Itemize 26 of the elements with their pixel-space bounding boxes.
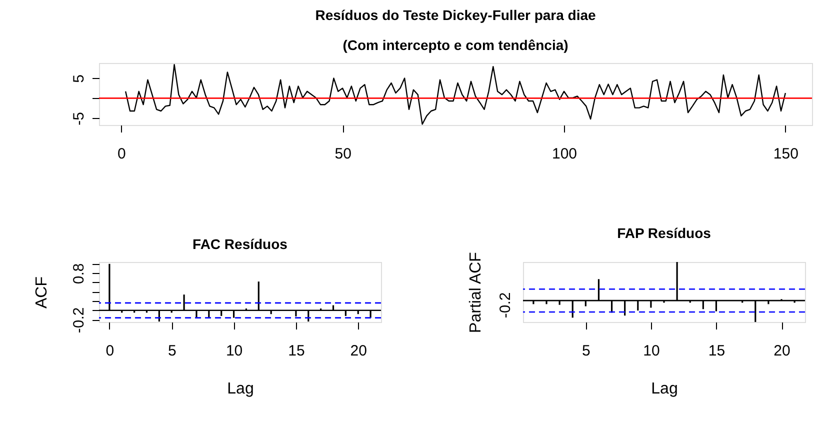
line-series <box>124 64 786 125</box>
x-tick-label: 10 <box>226 342 243 360</box>
x-tick-label: 0 <box>117 146 126 162</box>
text: -0.2 <box>497 292 514 318</box>
x-tick-label: 15 <box>288 342 305 360</box>
x-tick-label: 100 <box>552 146 578 162</box>
x-axis-title: Lag <box>227 380 254 398</box>
y-tick-label: 0.8 <box>70 263 88 284</box>
x-tick-label: 15 <box>708 342 726 360</box>
y-tick-label: -5 <box>70 112 88 126</box>
x-tick-label: 5 <box>582 342 590 360</box>
y-axis-title: ACF <box>34 276 50 308</box>
x-tick-label: 20 <box>774 342 790 360</box>
chart-title: FAC Resíduos <box>192 236 288 252</box>
y-tick-label: -0.2 <box>70 307 88 334</box>
x-tick-label: 20 <box>350 342 367 360</box>
y-axis-title: Partial ACF <box>468 252 484 333</box>
x-tick-label: 0 <box>106 342 114 360</box>
x-tick-label: 150 <box>773 146 798 162</box>
chart-title: Resíduos do Teste Dickey-Fuller para diae (Com intercepto e com tendência) <box>315 7 596 53</box>
x-tick-label: 5 <box>168 342 176 360</box>
x-tick-label: 10 <box>643 342 660 360</box>
x-tick-label: 50 <box>334 146 352 162</box>
y-tick-label: 5 <box>70 74 88 83</box>
chart-title: FAP Resíduos <box>617 225 712 242</box>
x-axis-title: Lag <box>651 380 678 398</box>
